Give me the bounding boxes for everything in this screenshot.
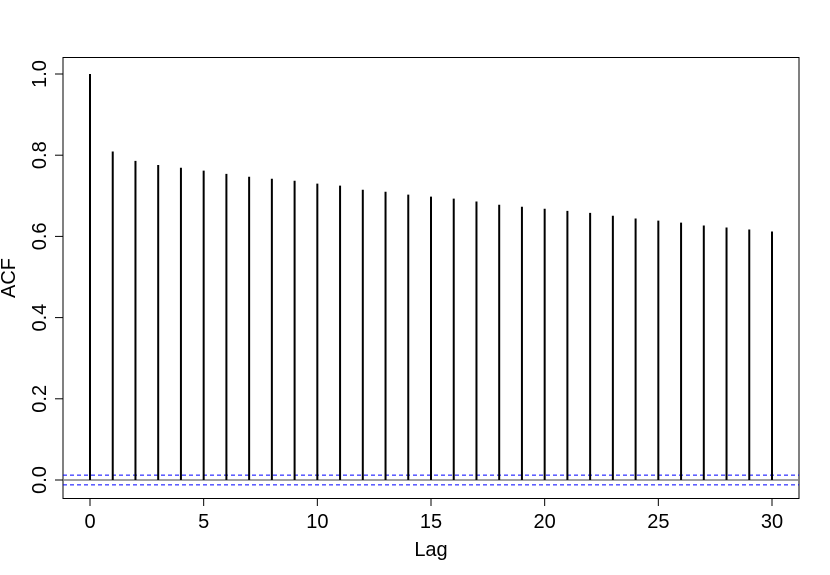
y-axis-label: ACF <box>0 258 20 298</box>
y-tick-label: 0.8 <box>29 141 51 169</box>
x-tick-label: 30 <box>761 511 783 533</box>
y-tick-label: 0.4 <box>29 304 51 332</box>
x-tick-label: 0 <box>84 511 95 533</box>
x-axis-label: Lag <box>414 539 447 561</box>
y-tick-label: 0.6 <box>29 222 51 250</box>
y-tick-label: 1.0 <box>29 60 51 88</box>
y-tick-label: 0.2 <box>29 385 51 413</box>
x-tick-label: 25 <box>647 511 669 533</box>
x-tick-label: 10 <box>306 511 328 533</box>
x-tick-label: 20 <box>534 511 556 533</box>
y-tick-label: 0.0 <box>29 466 51 494</box>
x-tick-label: 15 <box>420 511 442 533</box>
x-tick-label: 5 <box>198 511 209 533</box>
